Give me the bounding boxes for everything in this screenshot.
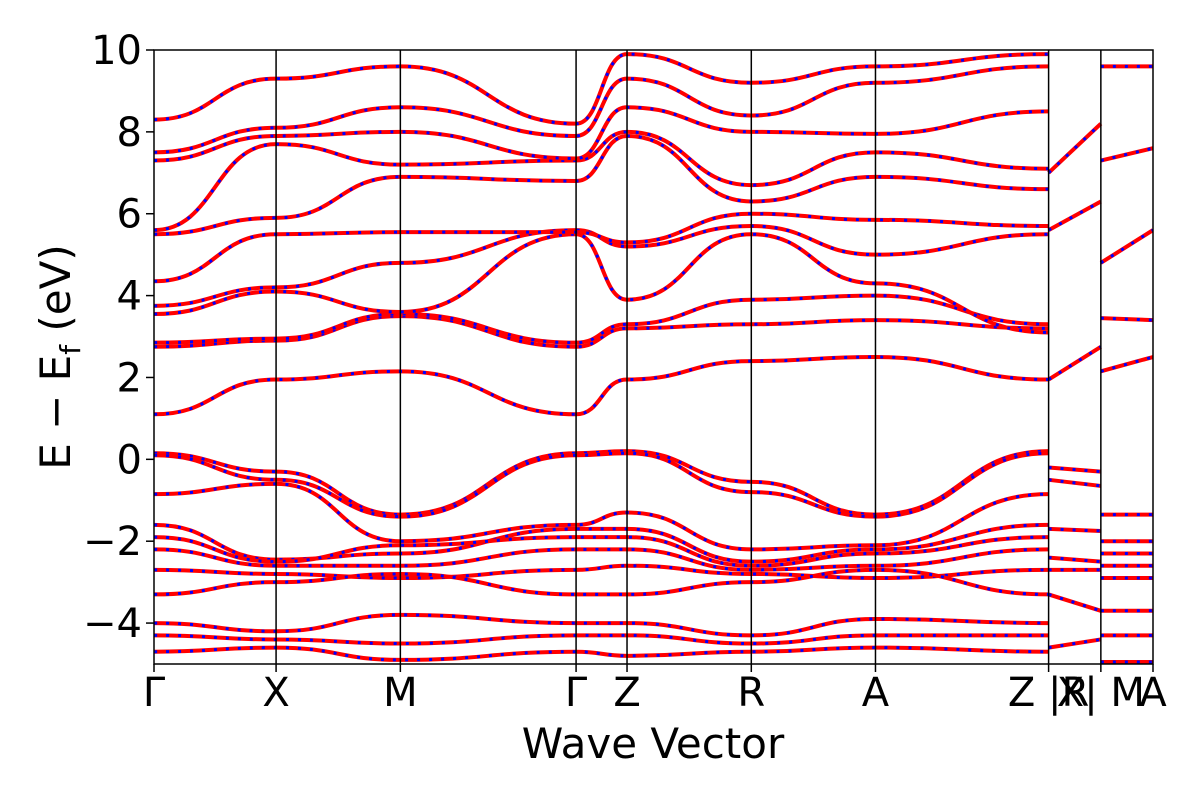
y-tick-label: 2 xyxy=(117,355,142,401)
y-tick-label: −2 xyxy=(83,519,142,565)
band-line xyxy=(154,232,1049,335)
y-tick-label: −4 xyxy=(83,601,142,647)
band-line xyxy=(1048,592,1102,613)
x-tick-label: M xyxy=(383,670,418,716)
x-axis-label: Wave Vector xyxy=(522,719,785,768)
y-axis-label-unit: (eV) xyxy=(31,244,80,345)
x-tick-label: Z |R xyxy=(1008,670,1089,716)
band-line-dashed-overlay xyxy=(1048,478,1102,488)
y-tick-label: 6 xyxy=(117,192,142,238)
band-line-dashed-overlay xyxy=(154,482,1049,551)
band-line xyxy=(154,133,1049,237)
band-line-dashed-overlay xyxy=(1048,527,1101,533)
x-tick-label: Γ xyxy=(565,670,588,716)
x-tick-label: A xyxy=(1139,670,1167,716)
band-line-dashed-overlay xyxy=(1100,146,1153,162)
band-line-dashed-overlay xyxy=(154,52,1049,126)
band-line-dashed-overlay xyxy=(1048,556,1101,564)
x-tick-label: Γ xyxy=(143,670,166,716)
x-tick-label: X xyxy=(262,670,289,716)
high-symmetry-lines xyxy=(275,50,1102,664)
y-tick-label: 0 xyxy=(117,437,142,483)
y-tick-label: 4 xyxy=(117,274,142,320)
band-line-dashed-overlay xyxy=(1100,316,1153,322)
band-line-dashed-overlay xyxy=(154,64,1049,154)
band-line xyxy=(154,105,1049,163)
x-tick-label: A xyxy=(862,670,890,716)
y-tick-label: 8 xyxy=(117,110,142,156)
band-line-dashed-overlay xyxy=(1047,200,1102,232)
band-line xyxy=(1047,122,1103,175)
y-axis-ticks: −4 −2 0 2 4 6 8 10 xyxy=(83,28,154,647)
band-line xyxy=(1099,228,1153,265)
band-line-dashed-overlay xyxy=(154,568,1049,596)
band-line xyxy=(1047,345,1102,382)
band-line-dashed-overlay xyxy=(154,294,1049,345)
y-tick-label: 10 xyxy=(91,28,142,74)
y-axis-label-subscript: f xyxy=(54,344,87,355)
plot-frame xyxy=(153,49,1154,665)
x-tick-label: R xyxy=(737,670,765,716)
band-line xyxy=(1100,355,1153,374)
band-line-dashed-overlay xyxy=(1048,466,1101,474)
y-axis-label: E − Ef (eV) xyxy=(31,244,87,470)
x-tick-label: X| M xyxy=(1057,670,1145,716)
x-tick-label: Z xyxy=(613,670,640,716)
band-line-dashed-overlay xyxy=(154,523,1049,564)
band-line-dashed-overlay xyxy=(1048,637,1102,650)
y-axis-label-main: E − E xyxy=(31,355,80,470)
